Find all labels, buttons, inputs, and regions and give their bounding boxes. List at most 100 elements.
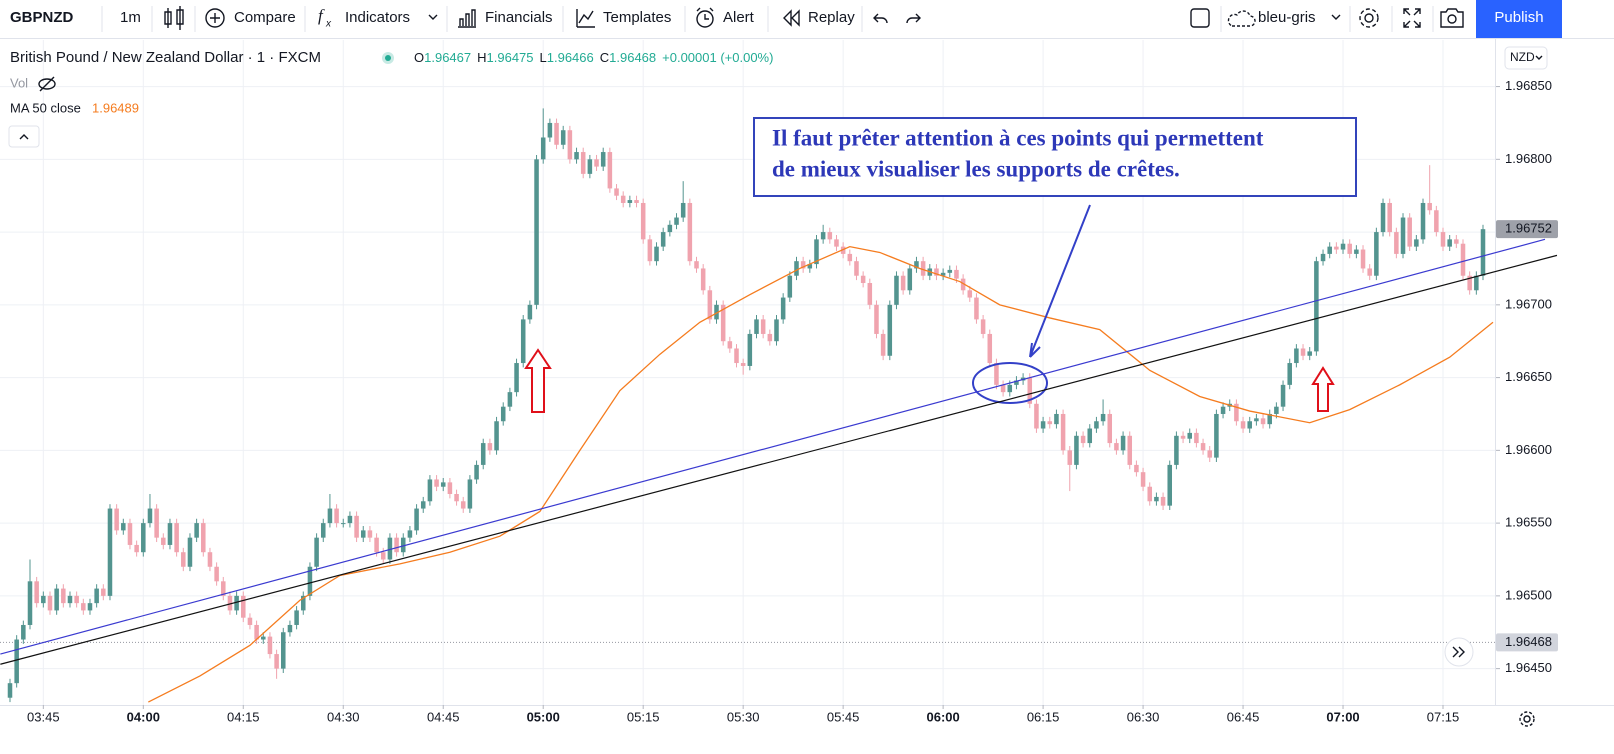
candle-body: [1014, 380, 1019, 385]
candle-body: [1040, 421, 1046, 429]
replay-button[interactable]: Replay: [783, 9, 855, 27]
fullscreen-button[interactable]: [1403, 8, 1421, 28]
ohlc-key: L: [540, 50, 547, 65]
candle-body: [667, 224, 673, 233]
candle-body: [907, 268, 913, 291]
publish-label: Publish: [1494, 9, 1543, 26]
ohlc-key: O: [414, 50, 424, 65]
compare-button[interactable]: Compare: [205, 8, 296, 28]
alert-button[interactable]: Alert: [696, 7, 755, 28]
gear-icon: [1364, 13, 1374, 23]
candle-body: [440, 482, 446, 487]
candle-body: [234, 595, 239, 611]
candle-body: [1134, 464, 1139, 473]
layout-button[interactable]: [1190, 8, 1210, 28]
collapse-box: [8, 125, 40, 148]
candle-body: [314, 537, 319, 567]
candle-body: [307, 566, 313, 596]
candle-body: [367, 530, 373, 538]
candle-body: [427, 479, 433, 502]
candle-body: [880, 333, 886, 356]
candle-body: [1474, 275, 1479, 291]
x-tick-label: 05:45: [827, 709, 860, 724]
currency: NZD: [1510, 50, 1535, 64]
hide-volume-button[interactable]: [38, 76, 56, 92]
candle-body: [800, 261, 806, 269]
publish-button[interactable]: Publish: [1476, 0, 1562, 38]
scroll-to-end-button[interactable]: [1444, 637, 1474, 667]
callout-pointer: [1029, 204, 1091, 358]
symbol-button[interactable]: GBPNZD: [10, 9, 74, 26]
candle-body: [1047, 421, 1053, 425]
price-label: 1.96752: [1505, 221, 1552, 236]
up-arrow: [524, 348, 552, 413]
candle-body: [1414, 239, 1419, 247]
candle-body: [600, 152, 606, 167]
ohlc-value: 1.96466: [547, 50, 594, 65]
candle-body: [1120, 435, 1126, 451]
candle-body: [67, 595, 73, 604]
candle-body: [747, 333, 753, 366]
axis-settings-button[interactable]: [1519, 711, 1535, 727]
button-bg: [1444, 637, 1474, 667]
price-label: 1.96468: [1505, 634, 1552, 649]
candle-body: [1060, 413, 1066, 451]
plus-icon: [205, 8, 225, 28]
candle-body: [654, 246, 659, 262]
settings-button[interactable]: [1359, 8, 1379, 28]
indicators-button[interactable]: f x Indicators: [318, 6, 438, 30]
candle-body: [1107, 413, 1113, 444]
currency-button[interactable]: NZD: [1504, 46, 1548, 70]
financials-button[interactable]: Financials: [458, 9, 553, 28]
candle-body: [580, 152, 586, 174]
button-label: Indicators: [345, 9, 410, 26]
candle-body: [887, 304, 893, 356]
candle-body: [181, 552, 186, 567]
candle-body: [1114, 443, 1119, 451]
candle-body: [627, 200, 633, 203]
candle-body: [94, 588, 99, 604]
candle-body: [1247, 421, 1252, 429]
candle-body: [740, 363, 746, 366]
candle-body: [807, 264, 813, 269]
chevron: [1331, 14, 1341, 20]
chevron: [19, 134, 29, 140]
x-tick-label: 06:00: [926, 709, 959, 724]
candle-body: [287, 624, 293, 633]
y-tick-label: 1.96450: [1505, 660, 1552, 675]
candle-body: [141, 523, 146, 553]
candle-body: [834, 239, 839, 247]
candle-body: [114, 508, 119, 531]
candle-body: [347, 515, 353, 524]
candle-body: [374, 537, 379, 553]
undo-button[interactable]: [873, 13, 888, 24]
candle-body: [34, 581, 39, 604]
snapshot-button[interactable]: [1440, 8, 1464, 28]
candle-body: [1220, 406, 1226, 414]
callout-text: Il faut prêter attention à ces points qu…: [772, 125, 1264, 150]
candle-body: [494, 421, 499, 451]
candle-body: [1300, 348, 1306, 356]
candle-body: [1167, 464, 1173, 506]
alert-icon: [696, 10, 714, 28]
candle-body: [1234, 403, 1239, 422]
redo-button[interactable]: [906, 13, 921, 24]
candle-body: [754, 319, 759, 334]
interval-button[interactable]: 1m: [120, 9, 141, 26]
candle-body: [460, 501, 466, 509]
candle-body: [241, 595, 246, 618]
candle-body: [554, 122, 559, 145]
ohlc-legend: O1.96467 H1.96475 L1.96466 C1.96468 +0.00001…: [414, 50, 773, 65]
layout-name-button[interactable]: bleu-gris: [1227, 9, 1341, 27]
collapse-legend-button[interactable]: [8, 125, 40, 148]
candle-body: [774, 319, 779, 342]
candle-body: [860, 275, 866, 284]
candle-body: [480, 443, 486, 465]
candle-body: [487, 443, 493, 451]
chart-type-button[interactable]: [164, 6, 184, 30]
candle-body: [1467, 275, 1472, 291]
x-tick-label: 07:15: [1427, 709, 1460, 724]
templates-button[interactable]: Templates: [576, 9, 671, 28]
highlight-ellipse: [972, 362, 1048, 404]
candle-body: [61, 588, 66, 604]
